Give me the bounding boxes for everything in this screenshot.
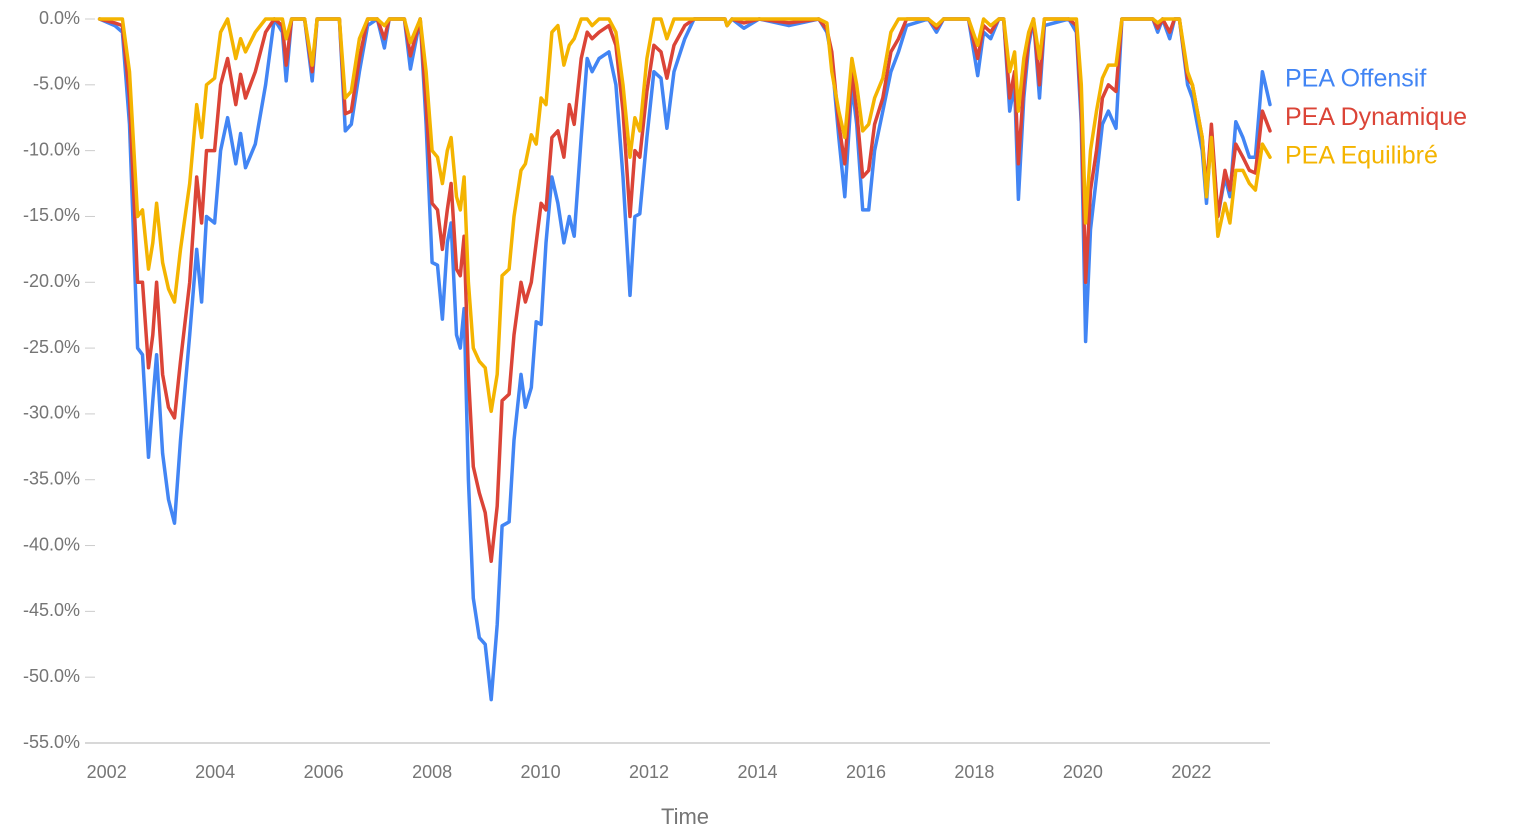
y-tick-label: -30.0% [23,403,80,423]
y-tick-label: 0.0% [39,8,80,28]
x-tick-label: 2006 [304,762,344,782]
x-tick-label: 2002 [87,762,127,782]
y-tick-label: -5.0% [33,74,80,94]
x-tick-label: 2014 [737,762,777,782]
series-line [97,17,1272,414]
y-tick-label: -25.0% [23,337,80,357]
y-tick-label: -50.0% [23,666,80,686]
legend-label: PEA Offensif [1285,65,1426,93]
x-tick-label: 2018 [954,762,994,782]
x-tick-label: 2008 [412,762,452,782]
x-tick-label: 2020 [1063,762,1103,782]
x-tick-label: 2012 [629,762,669,782]
y-tick-label: -10.0% [23,139,80,159]
series-line [97,17,1272,564]
x-tick-label: 2016 [846,762,886,782]
x-tick-label: 2010 [521,762,561,782]
legend-label: PEA Dynamique [1285,103,1467,131]
y-tick-label: -55.0% [23,732,80,752]
x-tick-label: 2022 [1171,762,1211,782]
y-tick-label: -40.0% [23,534,80,554]
x-axis-title: Time [661,804,709,829]
y-tick-label: -45.0% [23,600,80,620]
y-tick-label: -20.0% [23,271,80,291]
legend-label: PEA Equilibré [1285,142,1438,170]
x-tick-label: 2004 [195,762,235,782]
y-tick-label: -15.0% [23,205,80,225]
y-tick-label: -35.0% [23,468,80,488]
